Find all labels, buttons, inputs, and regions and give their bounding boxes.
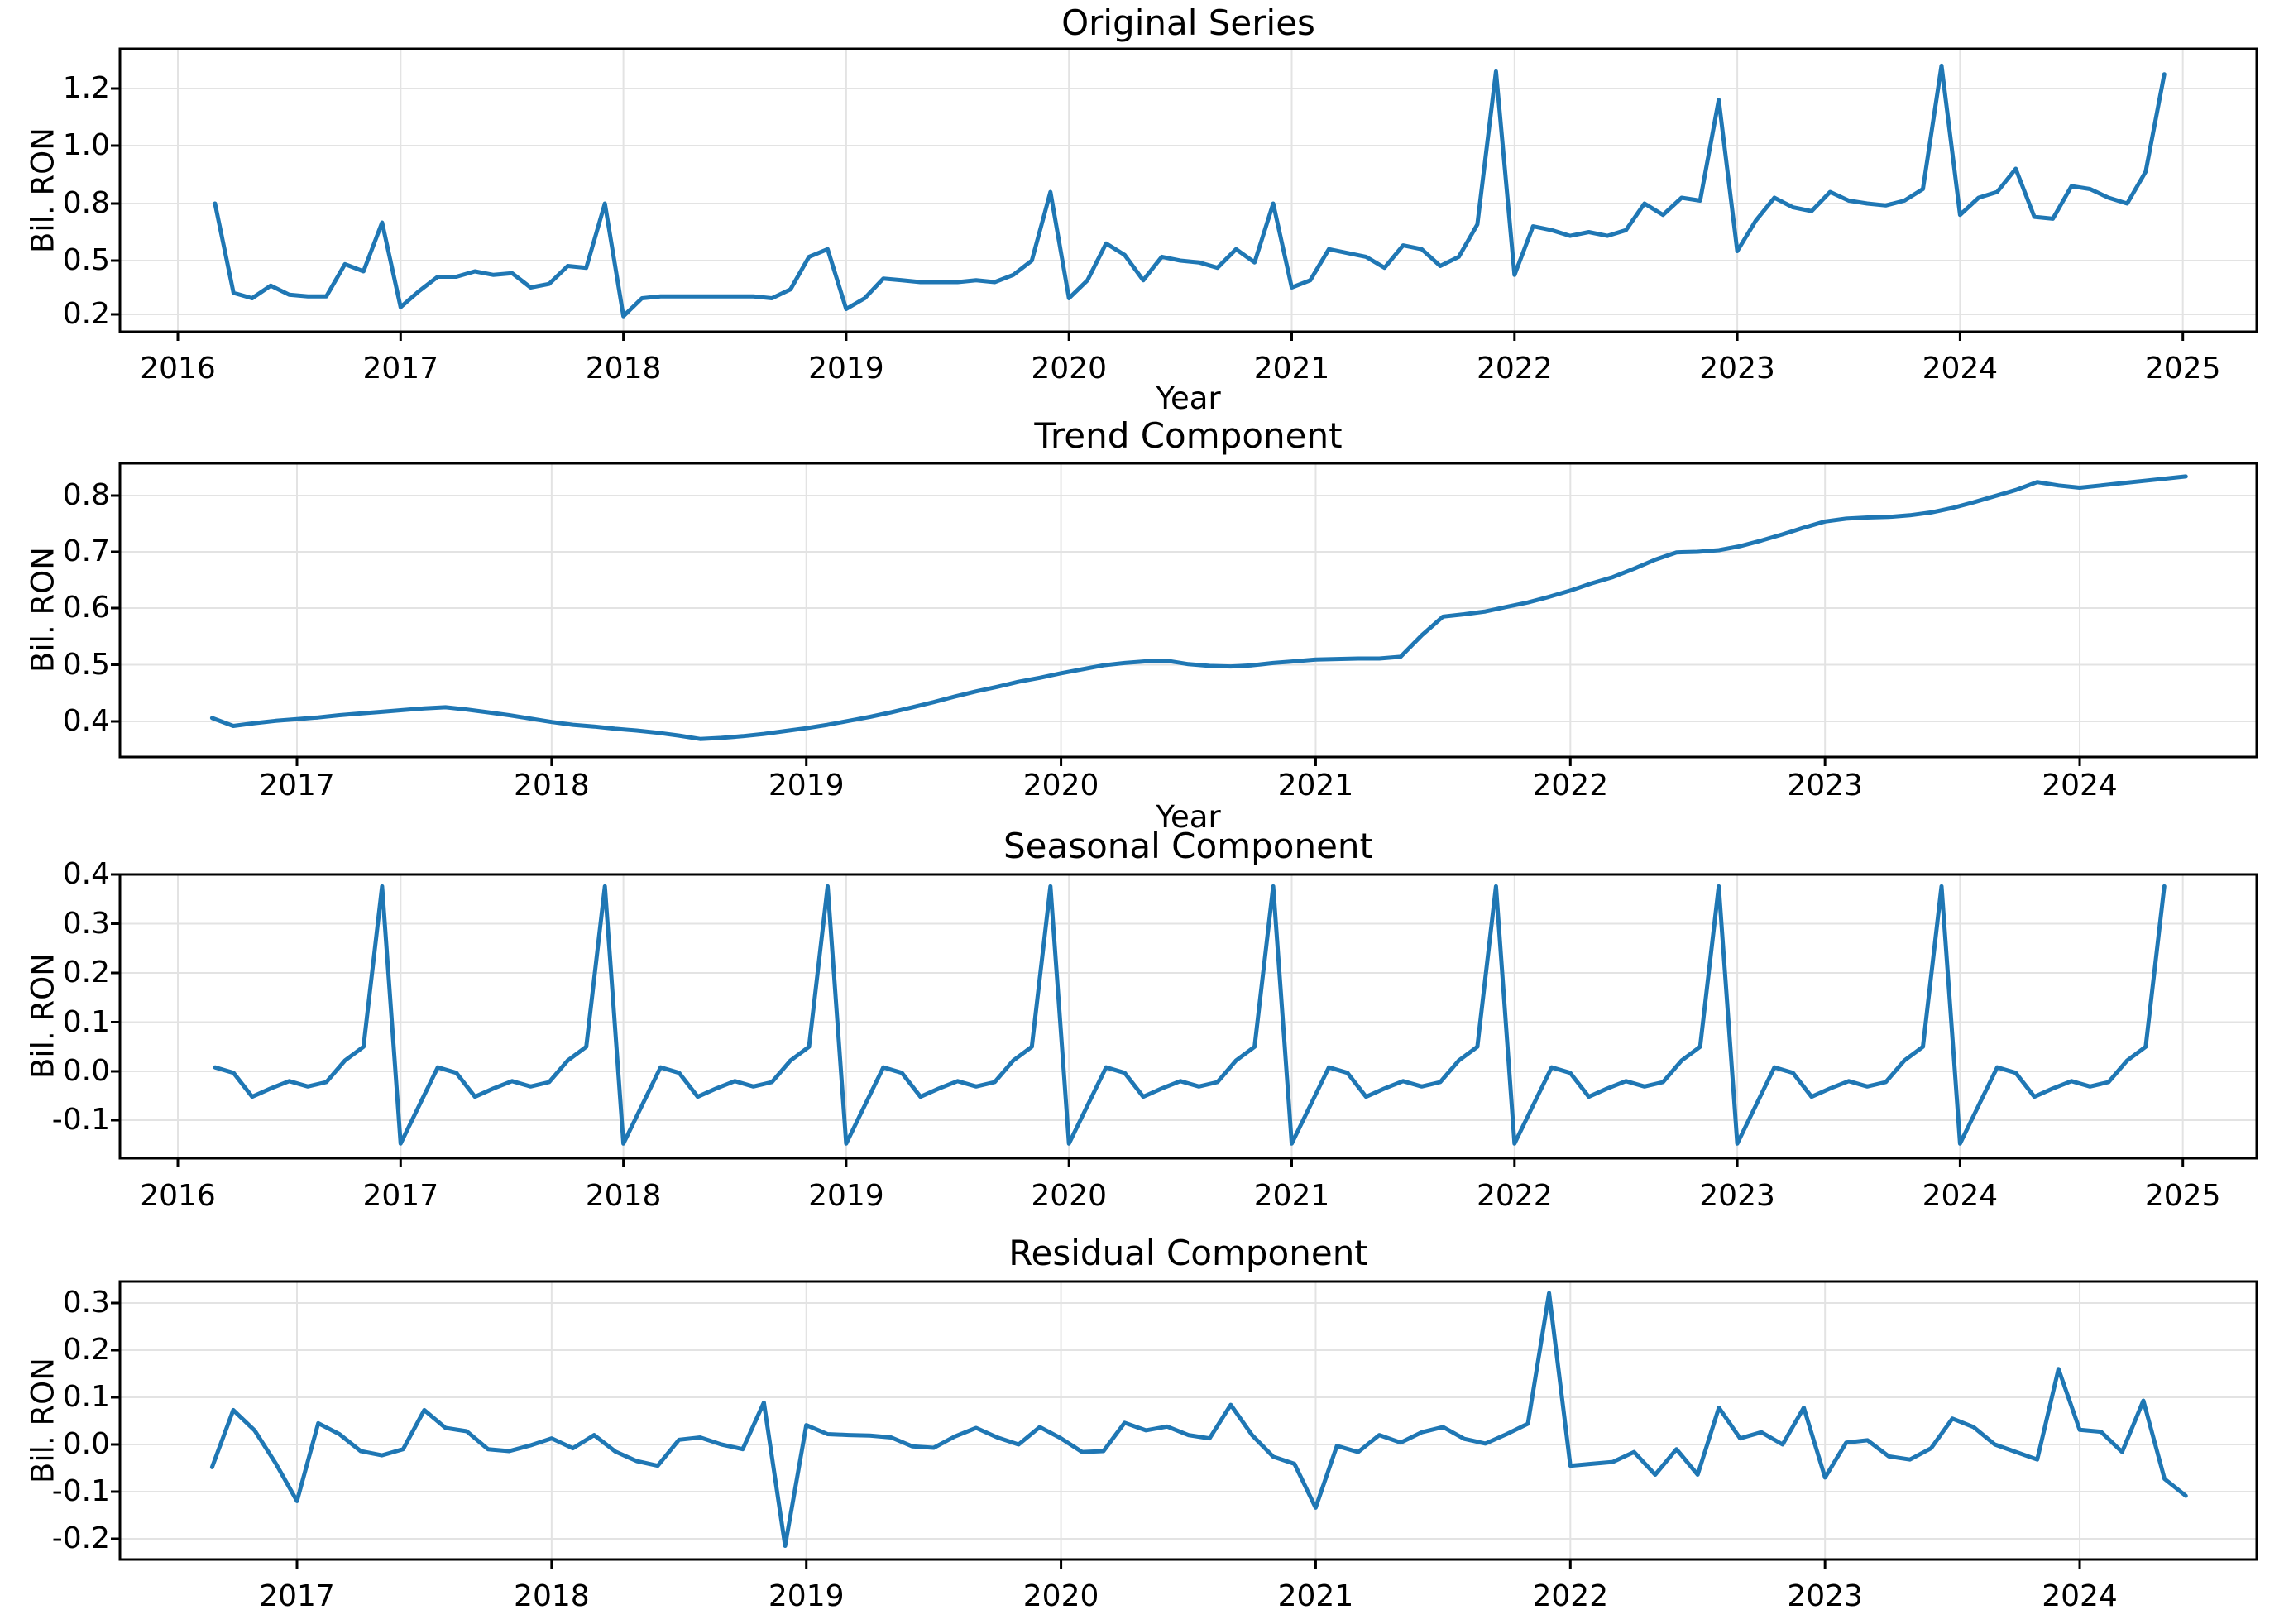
y-tick-label: 0.6 — [62, 591, 110, 625]
x-tick-label: 2017 — [362, 1179, 439, 1213]
y-tick-label: 1.2 — [62, 71, 110, 105]
y-tick-label: -0.1 — [51, 1474, 110, 1508]
x-tick-label: 2025 — [2144, 1179, 2221, 1213]
panel-title-trend: Trend Component — [1034, 415, 1343, 456]
x-tick-label: 2025 — [2144, 352, 2221, 386]
x-tick-label: 2019 — [768, 1579, 845, 1613]
y-tick-label: 0.0 — [62, 1054, 110, 1088]
x-tick-label: 2019 — [808, 1179, 884, 1213]
x-tick-label: 2022 — [1476, 1179, 1553, 1213]
y-axis-label-residual: Bil. RON — [25, 1358, 61, 1483]
x-tick-label: 2019 — [808, 352, 884, 386]
y-tick-label: 0.5 — [62, 647, 110, 682]
y-tick-label: 0.2 — [62, 956, 110, 989]
x-tick-label: 2020 — [1022, 1579, 1099, 1613]
x-tick-label: 2018 — [514, 769, 590, 802]
x-tick-label: 2018 — [514, 1579, 590, 1613]
seasonal-line — [213, 884, 2167, 1146]
x-tick-label: 2018 — [585, 1179, 662, 1213]
x-tick-label: 2016 — [140, 1179, 216, 1213]
x-tick-label: 2021 — [1253, 1179, 1330, 1213]
x-axis-label-trend: Year — [1156, 799, 1221, 835]
y-tick-label: 0.3 — [62, 1286, 110, 1320]
y-tick-label: 0.7 — [62, 534, 110, 568]
x-tick-label: 2022 — [1532, 769, 1609, 802]
trend-grid — [120, 463, 2257, 757]
residual-grid — [120, 1281, 2257, 1559]
x-tick-label: 2016 — [140, 352, 216, 386]
seasonal-grid — [120, 874, 2257, 1158]
x-tick-label: 2017 — [362, 352, 439, 386]
trend-spines — [118, 462, 2258, 759]
seasonal-spines — [118, 873, 2258, 1160]
trend-line — [209, 474, 2188, 741]
x-tick-label: 2021 — [1277, 769, 1354, 802]
y-tick-label: 0.3 — [62, 906, 110, 941]
y-tick-label: 0.2 — [62, 297, 110, 331]
panel-title-residual: Residual Component — [1008, 1233, 1368, 1273]
y-tick-label: -0.1 — [51, 1103, 110, 1137]
x-tick-label: 2021 — [1253, 352, 1330, 386]
y-tick-label: 0.4 — [62, 857, 110, 891]
x-tick-label: 2024 — [2042, 769, 2118, 802]
y-tick-label: 0.5 — [62, 243, 110, 277]
x-tick-label: 2023 — [1699, 352, 1775, 386]
x-tick-label: 2021 — [1277, 1579, 1354, 1613]
x-tick-label: 2024 — [1922, 1179, 1999, 1213]
y-tick-label: 0.4 — [62, 704, 110, 738]
residual-spines — [118, 1280, 2258, 1561]
y-tick-label: 0.1 — [62, 1004, 110, 1039]
original-line — [213, 63, 2167, 319]
x-tick-label: 2019 — [768, 769, 845, 802]
x-tick-label: 2017 — [259, 769, 335, 802]
x-tick-label: 2024 — [1922, 352, 1999, 386]
y-tick-label: 0.0 — [62, 1427, 110, 1461]
y-tick-label: -0.2 — [51, 1521, 110, 1555]
panel-title-original: Original Series — [1061, 2, 1315, 43]
x-axis-label-original: Year — [1156, 381, 1221, 416]
residual-line — [209, 1291, 2188, 1548]
original-spines — [118, 47, 2258, 333]
x-tick-label: 2020 — [1031, 1179, 1107, 1213]
x-tick-label: 2020 — [1031, 352, 1107, 386]
x-tick-label: 2024 — [2042, 1579, 2118, 1613]
x-tick-label: 2023 — [1787, 769, 1863, 802]
x-tick-label: 2022 — [1476, 352, 1553, 386]
panel-title-seasonal: Seasonal Component — [1003, 826, 1374, 866]
x-tick-label: 2017 — [259, 1579, 335, 1613]
x-tick-label: 2018 — [585, 352, 662, 386]
x-tick-label: 2023 — [1787, 1579, 1863, 1613]
x-tick-label: 2023 — [1699, 1179, 1775, 1213]
x-tick-label: 2022 — [1532, 1579, 1609, 1613]
x-tick-label: 2020 — [1022, 769, 1099, 802]
y-tick-label: 0.1 — [62, 1380, 110, 1414]
y-tick-label: 0.2 — [62, 1333, 110, 1367]
y-tick-label: 0.8 — [62, 478, 110, 512]
y-tick-label: 0.8 — [62, 186, 110, 220]
y-tick-label: 1.0 — [62, 128, 110, 162]
